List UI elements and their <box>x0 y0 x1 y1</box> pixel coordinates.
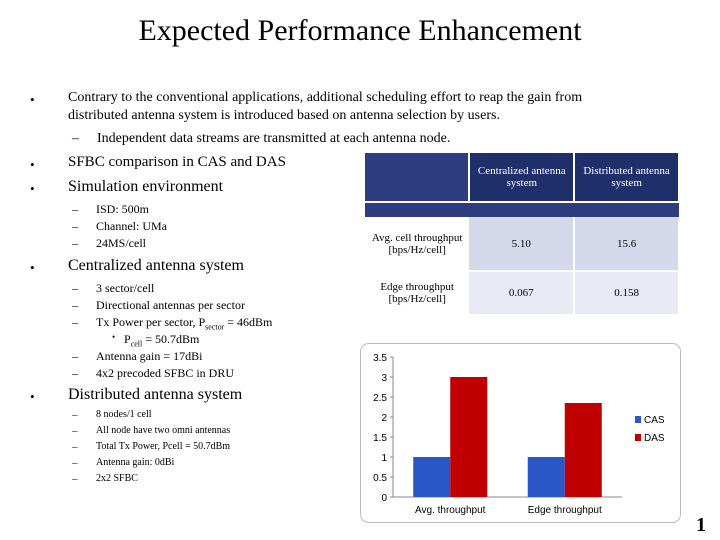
bar-das <box>450 377 488 497</box>
dash-icon: – <box>72 131 79 146</box>
bullet-icon: • <box>30 181 35 196</box>
das-item: Total Tx Power, Pcell = 50.7dBm <box>96 441 231 452</box>
y-tick-label: 0 <box>381 493 387 504</box>
dash-icon: – <box>72 315 78 329</box>
dash-icon: – <box>72 457 78 469</box>
dash-icon: – <box>72 219 78 233</box>
y-tick-label: 3 <box>381 373 387 384</box>
table-cell: 0.158 <box>574 271 680 316</box>
bar-das <box>564 403 602 497</box>
cas-item-pcell: Pcell = 50.7dBm <box>124 332 200 349</box>
bullet-4: Centralized antenna system <box>68 257 244 274</box>
bullet-icon: • <box>112 332 116 342</box>
throughput-bar-chart: 0 0.5 1 1.5 2 2.5 3 3.5 Avg. throughput Edge thro… <box>360 343 681 523</box>
y-tick-label: 1.5 <box>373 433 387 444</box>
x-tick-label: Avg. throughput <box>415 505 486 516</box>
dash-icon: – <box>72 425 78 437</box>
page-number: 1 <box>696 514 706 536</box>
chart-frame <box>360 343 681 523</box>
y-tick-label: 3.5 <box>373 353 387 364</box>
dash-icon: – <box>72 366 78 380</box>
cas-item: Directional antennas per sector <box>96 298 245 312</box>
y-tick-label: 2.5 <box>373 393 387 404</box>
y-tick-label: 1 <box>381 453 387 464</box>
table-row: Avg. cell throughput [bps/Hz/cell] 5.10 … <box>365 217 680 272</box>
dash-icon: – <box>72 281 78 295</box>
table-cell: 15.6 <box>574 217 680 272</box>
dash-icon: – <box>72 298 78 312</box>
performance-table: Centralized antenna system Distributed a… <box>365 153 680 316</box>
cas-item: Antenna gain = 17dBi <box>96 349 203 363</box>
bullet-1-line-1: Contrary to the conventional application… <box>68 90 583 105</box>
dash-icon: – <box>72 236 78 250</box>
bullet-2: SFBC comparison in CAS and DAS <box>68 154 286 170</box>
table-row-label: Avg. cell throughput [bps/Hz/cell] <box>365 217 470 271</box>
dash-icon: – <box>72 349 78 363</box>
page-title: Expected Performance Enhancement <box>138 14 582 47</box>
table-cell: 5.10 <box>469 217 576 272</box>
legend-swatch <box>635 434 641 441</box>
y-tick-label: 0.5 <box>373 473 387 484</box>
cas-item: 3 sector/cell <box>96 281 155 295</box>
legend-label: DAS <box>644 433 665 444</box>
legend-label: CAS <box>644 415 665 426</box>
table-cell: 0.067 <box>469 271 576 316</box>
sim-item: ISD: 500m <box>96 202 150 216</box>
dash-icon: – <box>72 473 78 485</box>
dash-icon: – <box>72 409 78 421</box>
bullet-icon: • <box>30 260 35 275</box>
bullet-icon: • <box>30 92 35 107</box>
dash-icon: – <box>72 202 78 216</box>
chart-svg: 0 0.5 1 1.5 2 2.5 3 3.5 Avg. throughput Edge thro… <box>360 343 681 523</box>
table-header-das: Distributed antenna system <box>574 153 680 203</box>
table-header-cas: Centralized antenna system <box>469 153 576 203</box>
das-item: 8 nodes/1 cell <box>96 409 152 420</box>
bar-cas <box>413 457 451 497</box>
bullet-5: Distributed antenna system <box>68 386 243 403</box>
bullet-1-sub: Independent data streams are transmitted… <box>97 131 451 146</box>
table-row: Edge throughput [bps/Hz/cell] 0.067 0.15… <box>365 271 680 316</box>
das-item: Antenna gain: 0dBi <box>96 457 175 468</box>
dash-icon: – <box>72 441 78 453</box>
bullet-icon: • <box>30 157 35 172</box>
sim-item: 24MS/cell <box>96 236 146 250</box>
y-tick-label: 2 <box>381 413 387 424</box>
table-header-corner <box>365 153 471 203</box>
cas-item-tx-power: Tx Power per sector, Psector = 46dBm <box>96 315 273 332</box>
bar-cas <box>527 457 565 497</box>
bullet-icon: • <box>30 389 35 404</box>
cas-item: 4x2 precoded SFBC in DRU <box>96 366 234 380</box>
x-tick-label: Edge throughput <box>528 505 602 516</box>
table-row-label: Edge throughput [bps/Hz/cell] <box>365 271 470 315</box>
bullet-1-line-2: distributed antenna system is introduced… <box>68 108 500 123</box>
legend-swatch <box>635 416 641 423</box>
bullet-3: Simulation environment <box>68 178 224 195</box>
das-item: All node have two omni antennas <box>96 425 231 436</box>
sim-item: Channel: UMa <box>96 219 167 233</box>
das-item: 2x2 SFBC <box>96 473 138 484</box>
table-header-row: Centralized antenna system Distributed a… <box>365 153 680 203</box>
